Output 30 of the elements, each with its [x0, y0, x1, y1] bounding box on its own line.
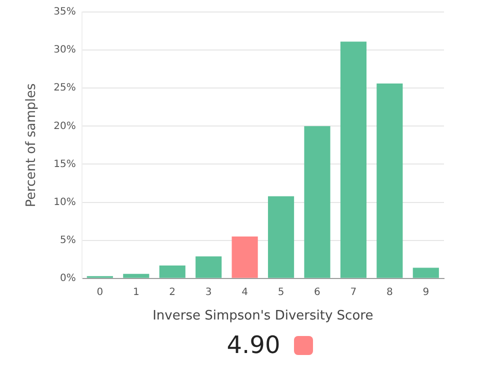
bar: [304, 126, 330, 278]
bar: [376, 84, 403, 278]
x-tick-label: 0: [96, 286, 104, 298]
x-tick-label: 6: [314, 286, 320, 298]
x-tick-label: 2: [169, 286, 176, 298]
y-tick-label: 35%: [54, 6, 76, 18]
y-tick-label: 10%: [54, 196, 76, 208]
y-tick-label: 25%: [54, 82, 76, 94]
y-tick-label: 5%: [60, 234, 76, 246]
y-tick-label: 20%: [54, 120, 76, 132]
bar: [232, 236, 258, 278]
x-tick-label: 9: [422, 286, 430, 298]
bar: [268, 196, 294, 278]
bar: [340, 42, 366, 278]
text: 4.90: [226, 331, 280, 359]
bar: [159, 265, 186, 278]
y-tick-label: 30%: [54, 44, 76, 56]
y-tick-label: 15%: [54, 158, 76, 170]
x-tick-label: 7: [350, 286, 357, 298]
y-axis-title: Percent of samples: [24, 83, 40, 208]
x-axis-title: Inverse Simpson's Diversity Score: [152, 308, 374, 324]
x-tick-label: 5: [278, 286, 284, 298]
x-tick-label: 8: [386, 286, 393, 298]
x-tick-label: 4: [242, 286, 248, 298]
bar: [196, 256, 222, 278]
bar: [412, 268, 439, 278]
x-tick-label: 1: [132, 286, 140, 298]
bar: [123, 274, 150, 278]
y-tick-label: 0%: [60, 272, 76, 284]
x-tick-label: 3: [205, 286, 212, 298]
